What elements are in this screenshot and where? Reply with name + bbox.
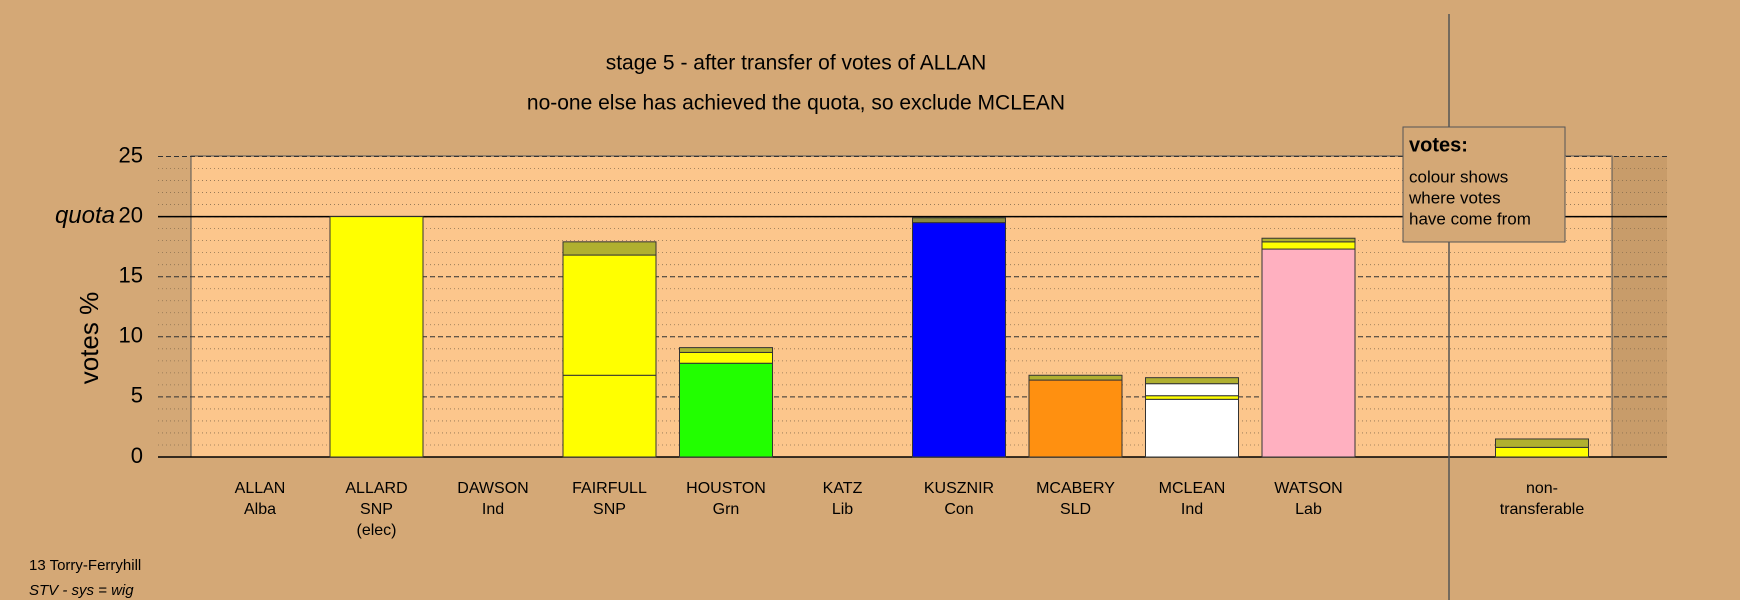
bar-segment xyxy=(1145,377,1239,385)
bar-segment xyxy=(912,217,1006,224)
bar-segment xyxy=(1028,379,1123,458)
bar-segment xyxy=(1495,446,1589,458)
bar-segment xyxy=(1495,438,1589,448)
x-tick-label: transferable xyxy=(1500,501,1585,518)
bar-segment xyxy=(1145,398,1239,458)
bar-segment xyxy=(1261,237,1356,243)
bar-segment xyxy=(1145,395,1239,400)
y-tick-label: 10 xyxy=(119,323,143,348)
x-tick-label: MCABERY xyxy=(1036,480,1115,497)
y-tick-label: 15 xyxy=(119,263,143,288)
bar-segment xyxy=(1261,241,1356,250)
x-tick-label: SLD xyxy=(1060,501,1091,518)
side-area xyxy=(1612,156,1667,457)
x-tick-label: ALLAN xyxy=(235,480,286,497)
x-tick-label: WATSON xyxy=(1274,480,1342,497)
bar-segment xyxy=(1028,374,1123,381)
legend: votes: colour shows where votes have com… xyxy=(1402,126,1566,243)
x-tick-label: non- xyxy=(1526,480,1558,497)
legend-line: where votes xyxy=(1408,188,1501,207)
x-tick-label: HOUSTON xyxy=(686,480,766,497)
bars xyxy=(329,216,1589,458)
legend-box xyxy=(1402,126,1566,243)
y-tick-label: 5 xyxy=(131,383,143,408)
bar-segment xyxy=(329,216,424,458)
x-tick-label: Con xyxy=(944,501,973,518)
x-tick-label: Alba xyxy=(244,501,276,518)
x-tick-label: Grn xyxy=(713,501,740,518)
legend-line: have come from xyxy=(1409,209,1531,228)
x-tick-label: FAIRFULL xyxy=(572,480,647,497)
chart-subtitle: no-one else has achieved the quota, so e… xyxy=(527,92,1065,115)
x-tick-label: Lab xyxy=(1295,501,1322,518)
footer: 13 Torry-Ferryhill xyxy=(29,557,141,574)
x-tick-label: (elec) xyxy=(356,522,396,539)
y-tick-label: 0 xyxy=(131,443,143,468)
bar-segment xyxy=(1145,383,1239,397)
x-tick-label: Ind xyxy=(482,501,504,518)
bar-segment xyxy=(562,374,657,458)
x-tick-label: Lib xyxy=(832,501,853,518)
quota-label: quota xyxy=(55,202,115,229)
legend-line: colour shows xyxy=(1409,167,1508,186)
chart-title: stage 5 - after transfer of votes of ALL… xyxy=(606,52,987,75)
x-tick-label: MCLEAN xyxy=(1159,480,1226,497)
x-tick-label: SNP xyxy=(593,501,626,518)
legend-title: votes: xyxy=(1409,134,1468,156)
bar-segment xyxy=(679,351,773,364)
x-tick-label: ALLARD xyxy=(345,480,407,497)
x-tick-label: Ind xyxy=(1181,501,1203,518)
bar-segment xyxy=(912,222,1006,458)
y-axis-label: votes % xyxy=(74,292,104,385)
footer: STV - sys = wig xyxy=(29,582,134,599)
x-tick-label: KUSZNIR xyxy=(924,480,994,497)
bar-segment xyxy=(562,254,657,376)
x-tick-label: SNP xyxy=(360,501,393,518)
x-tick-label: DAWSON xyxy=(457,480,528,497)
x-tick-label: KATZ xyxy=(823,480,863,497)
bar-segment xyxy=(1261,248,1356,458)
y-tick-label: 25 xyxy=(119,142,143,167)
bar-segment xyxy=(679,362,773,458)
plot-area xyxy=(190,155,1613,458)
bar-segment xyxy=(679,347,773,353)
y-tick-label: 20 xyxy=(119,202,143,227)
bar-segment xyxy=(562,241,657,256)
